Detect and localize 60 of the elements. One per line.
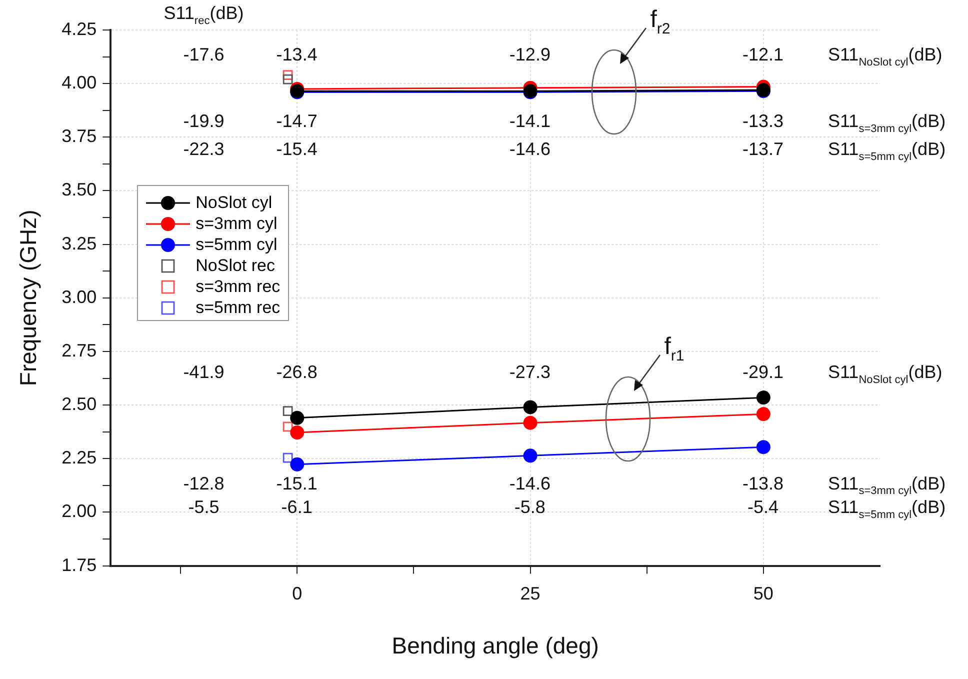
x-axis-title: Bending angle (deg) — [392, 632, 599, 659]
y-tick-label: 2.25 — [62, 448, 97, 468]
annotation: -12.9 — [509, 44, 550, 65]
annotation: -14.6 — [509, 138, 550, 159]
annotation: -29.1 — [742, 362, 784, 382]
point — [282, 406, 293, 416]
point — [756, 440, 770, 454]
annotation: -19.9 — [183, 111, 224, 132]
point — [282, 74, 293, 84]
annotation: -14.7 — [276, 111, 318, 132]
annotation: -12.1 — [742, 44, 784, 65]
point — [756, 407, 770, 422]
annotation: -14.1 — [509, 111, 550, 132]
y-tick-label: 3.75 — [62, 126, 97, 146]
y-tick-label: 2.50 — [62, 394, 97, 414]
y-tick-label: 4.25 — [62, 18, 97, 39]
annotation: -13.4 — [276, 44, 318, 65]
annotation: -13.3 — [742, 111, 784, 132]
y-tick-label: 3.25 — [62, 233, 97, 254]
x-tick-label: 25 — [520, 584, 540, 604]
point — [282, 452, 293, 463]
point — [523, 416, 538, 430]
annotation: -26.8 — [276, 362, 318, 382]
point — [282, 422, 293, 432]
legend-label: s=3mm cyl — [196, 214, 278, 234]
point — [523, 400, 538, 414]
annotation: -14.6 — [509, 473, 550, 494]
annotation: -5.8 — [514, 496, 546, 517]
legend-label: NoSlot rec — [196, 256, 275, 276]
point — [756, 390, 770, 405]
y-tick-label: 4.00 — [62, 72, 97, 93]
x-tick-label: 50 — [753, 584, 774, 604]
annotation: -13.7 — [742, 138, 784, 159]
annotation: -22.3 — [183, 138, 224, 159]
legend-label: NoSlot cyl — [196, 192, 272, 213]
annotation: -12.8 — [183, 473, 224, 494]
point — [290, 457, 304, 472]
y-tick-label: 3.00 — [62, 286, 97, 307]
annotation: -17.6 — [183, 44, 224, 65]
annotation: -15.1 — [276, 473, 318, 494]
x-tick-label: 0 — [292, 584, 302, 604]
annotation: -15.4 — [276, 138, 318, 159]
y-tick-label: 3.50 — [62, 180, 97, 200]
annotation: -5.5 — [188, 496, 220, 517]
legend-label: s=5mm rec — [196, 298, 280, 318]
point — [523, 448, 538, 463]
point — [290, 410, 304, 425]
annotation: -6.1 — [281, 496, 312, 517]
y-tick-label: 1.75 — [62, 554, 97, 575]
annotation: -27.3 — [509, 362, 550, 382]
annotation: -41.9 — [183, 362, 224, 382]
legend-label: s=3mm rec — [196, 276, 280, 297]
point — [290, 425, 304, 440]
point — [282, 70, 293, 80]
legend-label: s=5mm cyl — [196, 234, 278, 255]
annotation: -5.4 — [748, 496, 779, 517]
y-tick-label: 2.00 — [62, 501, 97, 522]
y-axis-title: Frequency (GHz) — [15, 210, 42, 386]
y-tick-label: 2.75 — [62, 340, 97, 360]
annotation: -13.8 — [742, 473, 784, 494]
